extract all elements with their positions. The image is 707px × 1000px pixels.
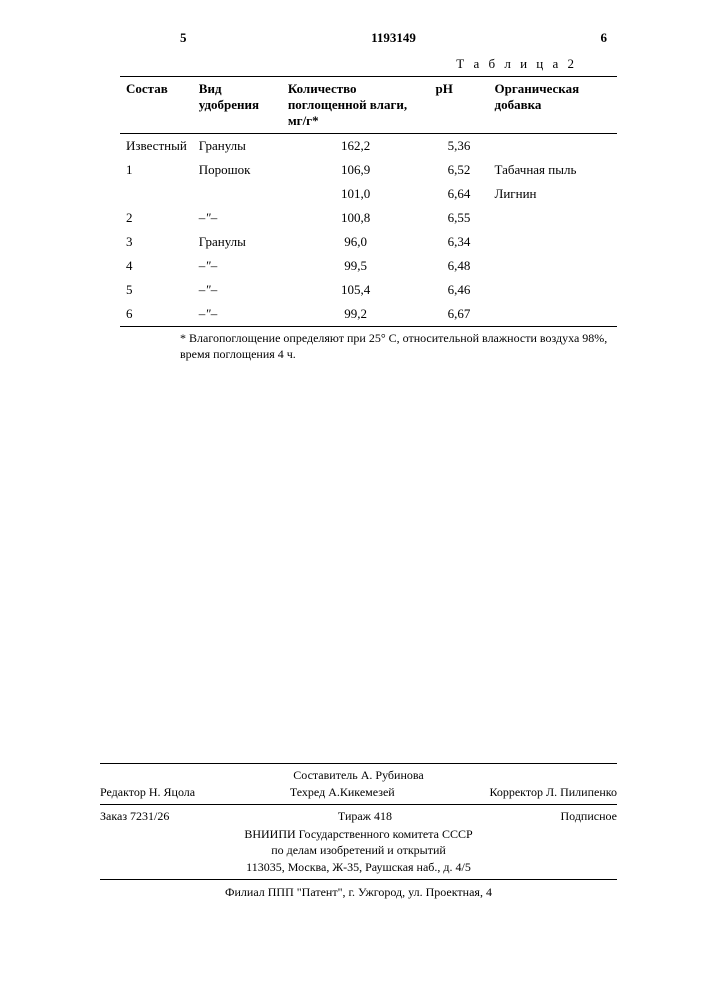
cell-value: 162,2 — [282, 134, 430, 159]
col-header-additive: Органическая добавка — [489, 77, 617, 134]
table-row: 6 –"– 99,2 6,67 — [120, 302, 617, 327]
cell-value: 106,9 — [282, 158, 430, 182]
page-num-right: 6 — [600, 30, 607, 46]
table-row: 4 –"– 99,5 6,48 — [120, 254, 617, 278]
table-row: 1 Порошок 106,9 6,52 Табачная пыль — [120, 158, 617, 182]
cell-value: 99,2 — [282, 302, 430, 327]
cell-value: 96,0 — [282, 230, 430, 254]
table-row: Известный Гранулы 162,2 5,36 — [120, 134, 617, 159]
cell-additive: Табачная пыль — [489, 158, 617, 182]
cell-value: 99,5 — [282, 254, 430, 278]
cell-sostav: 1 — [120, 158, 193, 182]
data-table: Состав Вид удобрения Количество поглощен… — [120, 76, 617, 327]
cell-ph: 6,48 — [430, 254, 489, 278]
cell-ph: 6,52 — [430, 158, 489, 182]
footer-podpisnoe: Подписное — [561, 809, 618, 824]
cell-additive — [489, 302, 617, 327]
cell-additive — [489, 254, 617, 278]
cell-ph: 6,67 — [430, 302, 489, 327]
table-caption: Т а б л и ц а 2 — [120, 56, 617, 72]
col-header-sostav: Состав — [120, 77, 193, 134]
page: 5 1193149 6 Т а б л и ц а 2 Состав Вид у… — [0, 0, 707, 1000]
col-header-ph: pH — [430, 77, 489, 134]
cell-sostav: 6 — [120, 302, 193, 327]
footer-compiler: Составитель А. Рубинова — [100, 768, 617, 783]
col-header-vid: Вид удобрения — [193, 77, 282, 134]
cell-value: 105,4 — [282, 278, 430, 302]
cell-sostav — [120, 182, 193, 206]
cell-vid: Гранулы — [193, 230, 282, 254]
footer-branch: Филиал ППП "Патент", г. Ужгород, ул. Про… — [100, 884, 617, 900]
cell-ph: 6,34 — [430, 230, 489, 254]
cell-additive — [489, 134, 617, 159]
footer-org-line1: ВНИИПИ Государственного комитета СССР — [100, 826, 617, 842]
table-row: 3 Гранулы 96,0 6,34 — [120, 230, 617, 254]
page-num-left: 5 — [180, 30, 187, 46]
footer-order: Заказ 7231/26 — [100, 809, 169, 824]
cell-additive — [489, 278, 617, 302]
cell-vid: Порошок — [193, 158, 282, 182]
table-header-row: Состав Вид удобрения Количество поглощен… — [120, 77, 617, 134]
cell-value: 101,0 — [282, 182, 430, 206]
cell-vid: –"– — [193, 206, 282, 230]
cell-vid: Гранулы — [193, 134, 282, 159]
table-footnote: * Влагопоглощение определяют при 25° C, … — [180, 331, 617, 362]
footer-corrector: Корректор Л. Пилипенко — [489, 785, 617, 800]
cell-ph: 6,55 — [430, 206, 489, 230]
footer-techred: Техред А.Кикемезей — [290, 785, 395, 800]
cell-ph: 6,46 — [430, 278, 489, 302]
footer-tirazh: Тираж 418 — [338, 809, 392, 824]
cell-ph: 5,36 — [430, 134, 489, 159]
cell-vid: –"– — [193, 254, 282, 278]
cell-sostav: 3 — [120, 230, 193, 254]
cell-vid: –"– — [193, 302, 282, 327]
footer-org-line2: по делам изобретений и открытий — [100, 842, 617, 858]
cell-vid: –"– — [193, 278, 282, 302]
document-number: 1193149 — [371, 30, 416, 46]
cell-additive — [489, 230, 617, 254]
cell-sostav: Известный — [120, 134, 193, 159]
col-header-kolvo: Количество поглощенной влаги, мг/г* — [282, 77, 430, 134]
footer-editor: Редактор Н. Яцола — [100, 785, 195, 800]
table-row: 101,0 6,64 Лигнин — [120, 182, 617, 206]
footer-block: Составитель А. Рубинова Редактор Н. Яцол… — [100, 763, 617, 900]
cell-vid — [193, 182, 282, 206]
table-row: 2 –"– 100,8 6,55 — [120, 206, 617, 230]
cell-sostav: 2 — [120, 206, 193, 230]
cell-additive: Лигнин — [489, 182, 617, 206]
cell-sostav: 4 — [120, 254, 193, 278]
footer-addr: 113035, Москва, Ж-35, Раушская наб., д. … — [100, 859, 617, 875]
cell-ph: 6,64 — [430, 182, 489, 206]
cell-sostav: 5 — [120, 278, 193, 302]
cell-additive — [489, 206, 617, 230]
header-row: 5 1193149 6 — [120, 30, 617, 46]
table-row: 5 –"– 105,4 6,46 — [120, 278, 617, 302]
cell-value: 100,8 — [282, 206, 430, 230]
